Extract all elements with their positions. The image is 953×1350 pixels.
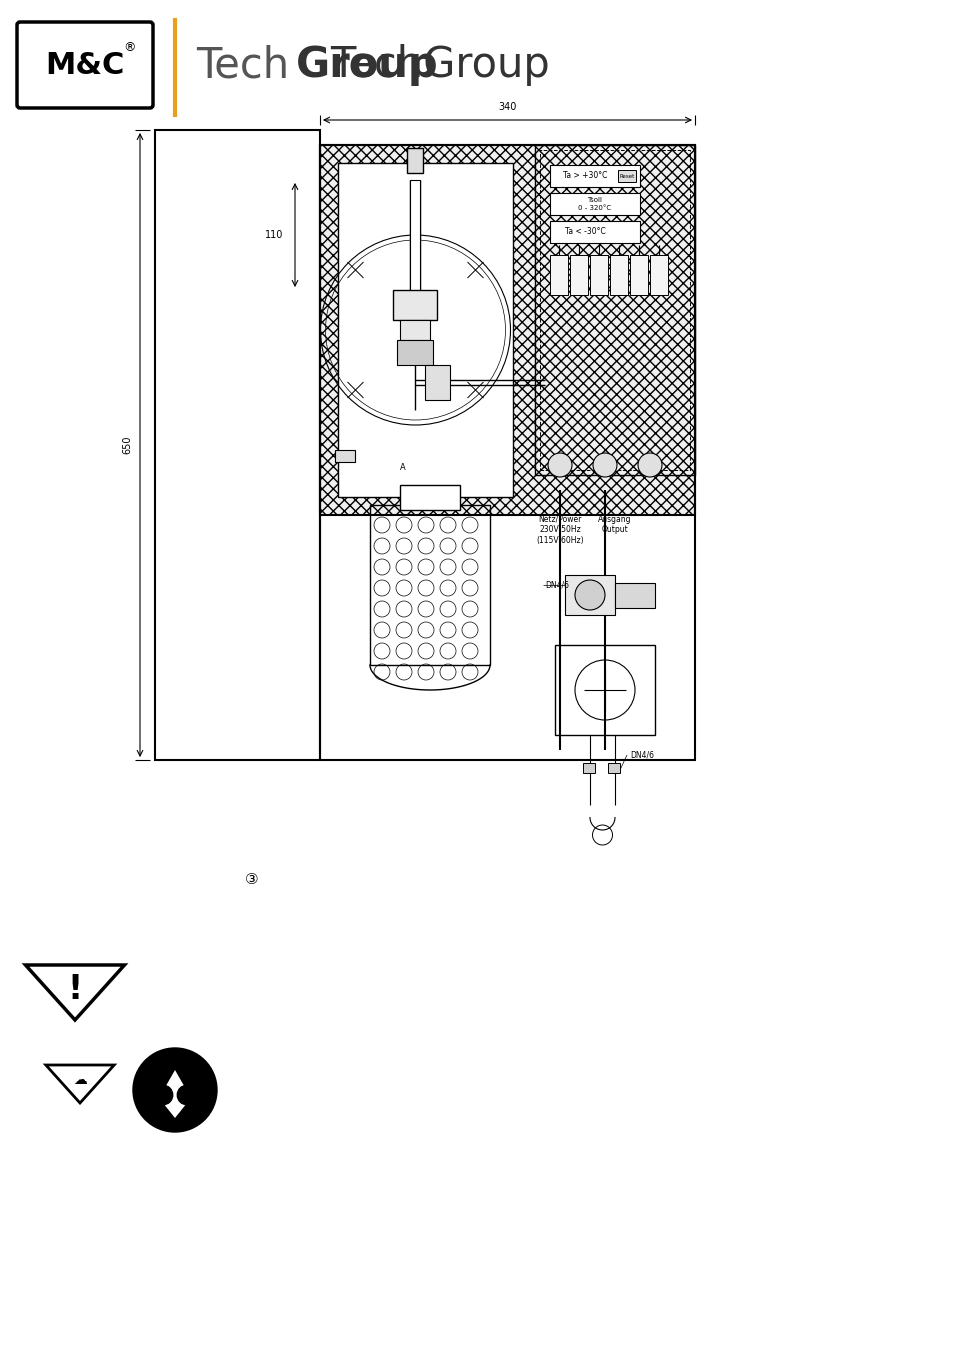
Bar [370, 505, 490, 666]
Bar [569, 255, 587, 296]
Bar [400, 320, 430, 340]
Circle shape [547, 454, 572, 477]
Bar [397, 340, 433, 364]
Bar [319, 144, 695, 760]
Text: 650: 650 [122, 436, 132, 454]
Bar [407, 148, 423, 173]
Bar [607, 763, 619, 774]
Text: Ausgang
Output: Ausgang Output [598, 514, 631, 535]
Text: M&C: M&C [45, 50, 125, 80]
Polygon shape [159, 1071, 191, 1118]
Bar [649, 255, 667, 296]
Bar [393, 290, 437, 320]
Circle shape [575, 580, 604, 610]
Text: ®: ® [124, 42, 136, 54]
Bar [319, 144, 695, 514]
Circle shape [178, 1085, 195, 1104]
Bar [589, 255, 607, 296]
Text: !: ! [68, 973, 83, 1006]
Text: Tsoll
0 - 320°C: Tsoll 0 - 320°C [578, 197, 611, 211]
Circle shape [593, 454, 617, 477]
Text: 110: 110 [264, 230, 283, 240]
Bar [550, 165, 639, 188]
Bar [335, 450, 355, 462]
Text: Ta > +30°C: Ta > +30°C [562, 171, 606, 181]
Bar [629, 255, 647, 296]
Bar [615, 583, 655, 608]
Bar [399, 485, 459, 510]
Text: DN4/6: DN4/6 [544, 580, 568, 590]
Bar [609, 255, 627, 296]
Bar [535, 144, 695, 475]
Text: TechGroup: TechGroup [330, 45, 549, 86]
Text: Tech: Tech [195, 45, 289, 86]
Polygon shape [26, 965, 125, 1021]
Text: Ta < -30°C: Ta < -30°C [564, 228, 605, 236]
Bar [618, 170, 636, 182]
Text: A: A [399, 463, 405, 472]
Text: Group: Group [295, 45, 438, 86]
Bar [555, 645, 655, 734]
Text: ☁: ☁ [73, 1073, 87, 1087]
Text: 340: 340 [497, 103, 517, 112]
Circle shape [153, 1085, 172, 1104]
Text: ③: ③ [245, 872, 258, 887]
Bar [154, 130, 319, 760]
Polygon shape [46, 1065, 114, 1103]
Bar [425, 364, 450, 400]
Text: Netz/Power
230V,50Hz
(115V,60Hz): Netz/Power 230V,50Hz (115V,60Hz) [536, 514, 583, 545]
Bar [410, 180, 420, 350]
FancyBboxPatch shape [17, 22, 152, 108]
Text: DN4/6: DN4/6 [629, 751, 654, 760]
Bar [550, 255, 567, 296]
Bar [564, 575, 615, 616]
Circle shape [132, 1048, 216, 1133]
Circle shape [638, 454, 661, 477]
Text: Reset: Reset [618, 174, 634, 178]
Bar [550, 221, 639, 243]
Bar [337, 163, 513, 497]
Bar [550, 193, 639, 215]
Bar [539, 150, 689, 470]
Bar [582, 763, 595, 774]
